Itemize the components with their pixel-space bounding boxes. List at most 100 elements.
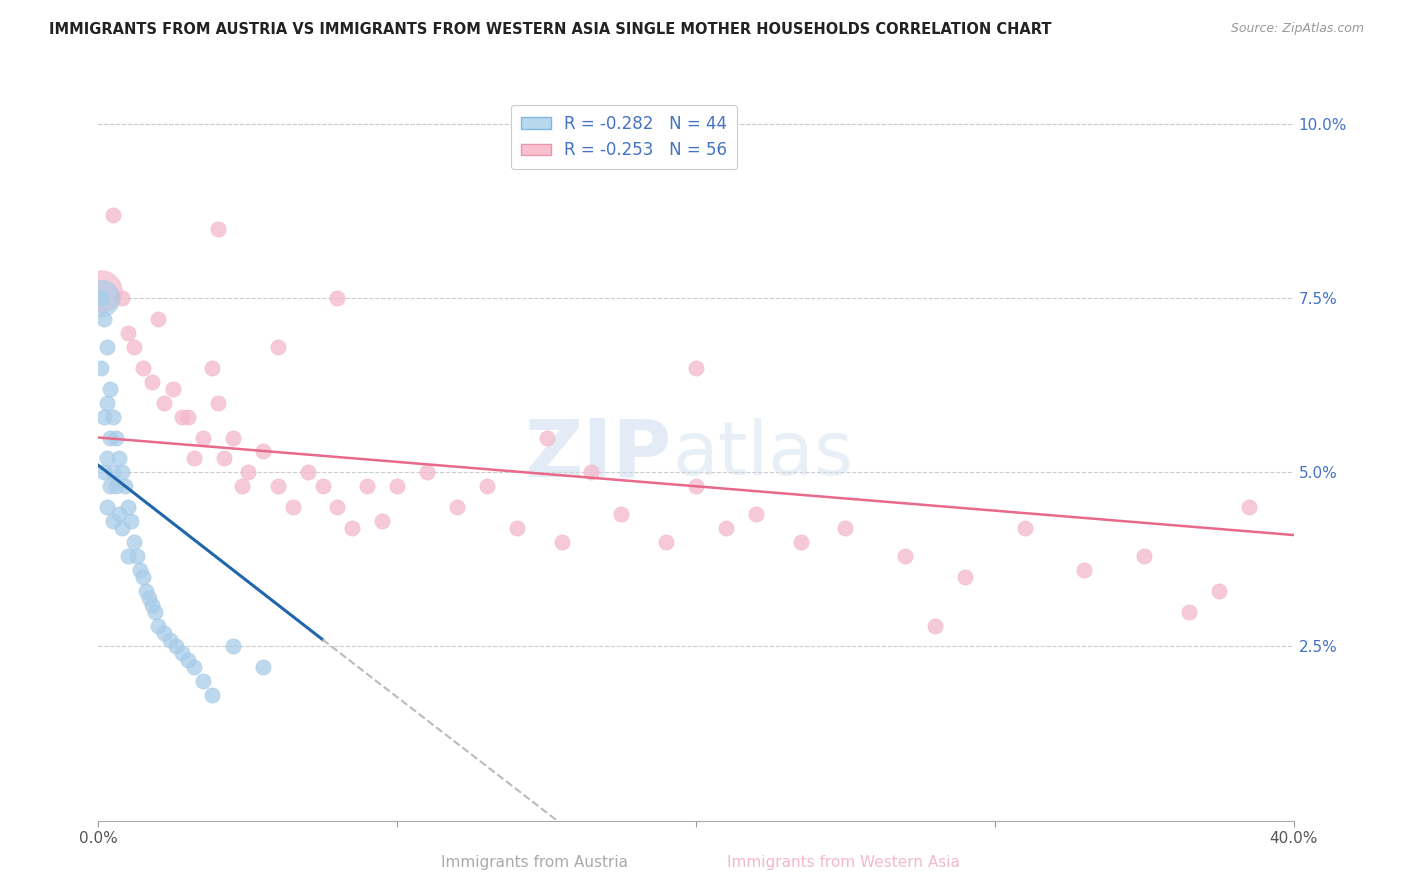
Point [114,479,136,493]
Point [108,507,131,521]
Point [212,451,235,466]
Text: Immigrants from Western Asia: Immigrants from Western Asia [727,855,960,870]
Point [98,382,122,396]
Point [953,570,976,584]
Point [1133,549,1156,563]
Point [267,479,290,493]
Point [371,514,394,528]
Point [108,451,131,466]
Point [446,500,468,515]
Point [111,291,134,305]
Text: atlas: atlas [672,418,853,491]
Point [141,375,163,389]
Point [506,521,529,535]
Point [183,451,205,466]
Point [610,507,633,521]
Point [581,466,603,480]
Point [1178,605,1201,619]
Point [222,430,245,444]
Point [162,382,184,396]
Point [135,583,157,598]
Point [105,479,128,493]
Point [311,479,333,493]
Point [201,688,224,702]
Point [236,466,259,480]
Point [342,521,364,535]
Point [129,563,152,577]
Point [124,535,146,549]
Point [894,549,917,563]
Point [96,451,118,466]
Point [117,549,139,563]
Point [148,618,170,632]
Point [475,479,498,493]
Point [90,284,112,298]
Point [124,340,146,354]
Point [1073,563,1095,577]
Point [96,340,118,354]
Point [98,430,122,444]
Text: IMMIGRANTS FROM AUSTRIA VS IMMIGRANTS FROM WESTERN ASIA SINGLE MOTHER HOUSEHOLDS: IMMIGRANTS FROM AUSTRIA VS IMMIGRANTS FR… [49,22,1052,37]
Point [103,409,125,424]
Point [655,535,678,549]
Point [153,625,176,640]
Point [90,291,112,305]
Point [536,430,558,444]
Point [127,549,149,563]
Point [177,653,200,667]
Point [685,360,707,375]
Point [222,640,245,654]
Point [159,632,181,647]
Point [714,521,737,535]
Point [201,360,224,375]
Point [141,598,163,612]
Point [90,291,112,305]
Text: ZIP: ZIP [524,416,672,494]
Point [789,535,811,549]
Point [93,466,115,480]
Point [138,591,160,605]
Point [132,570,155,584]
Point [96,395,118,409]
Point [207,395,229,409]
Text: Immigrants from Austria: Immigrants from Austria [440,855,628,870]
Point [297,466,319,480]
Point [183,660,205,674]
Point [207,221,229,235]
Point [326,291,349,305]
Point [132,360,155,375]
Point [120,514,142,528]
Point [191,674,214,689]
Point [356,479,378,493]
Point [834,521,856,535]
Point [93,312,115,326]
Point [745,507,768,521]
Legend: R = -0.282   N = 44, R = -0.253   N = 56: R = -0.282 N = 44, R = -0.253 N = 56 [512,105,737,169]
Point [98,479,122,493]
Point [385,479,409,493]
Point [326,500,349,515]
Point [252,660,274,674]
Point [117,500,139,515]
Point [90,360,112,375]
Point [177,409,200,424]
Point [281,500,304,515]
Point [267,340,290,354]
Point [93,409,115,424]
Point [172,647,194,661]
Point [416,466,439,480]
Point [924,618,946,632]
Point [96,500,118,515]
Point [111,521,134,535]
Point [1014,521,1036,535]
Point [1208,583,1230,598]
Point [172,409,194,424]
Point [105,430,128,444]
Point [550,535,572,549]
Point [111,466,134,480]
Point [143,605,166,619]
Point [685,479,707,493]
Point [231,479,253,493]
Point [1237,500,1260,515]
Text: Source: ZipAtlas.com: Source: ZipAtlas.com [1230,22,1364,36]
